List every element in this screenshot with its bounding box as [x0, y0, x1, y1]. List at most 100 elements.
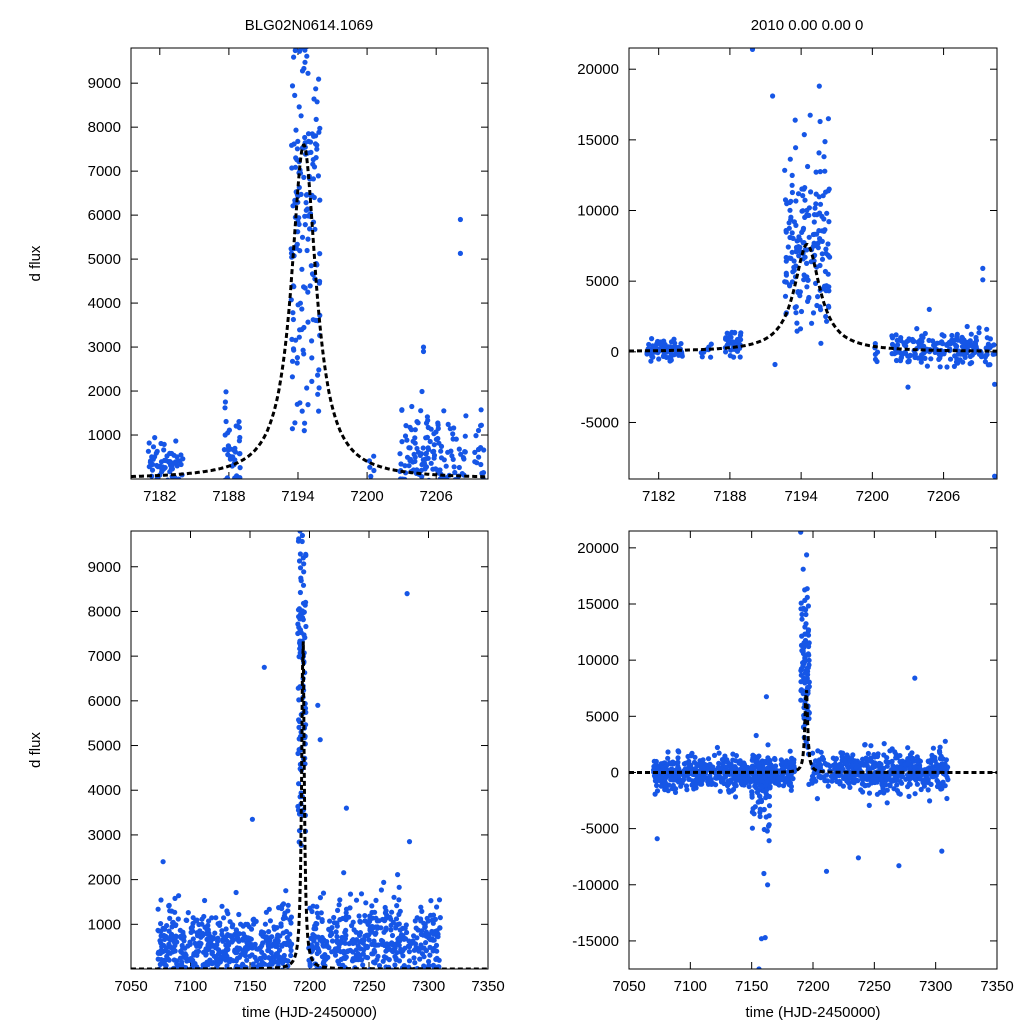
data-point [394, 950, 400, 956]
y-tick-label: 5000 [586, 273, 619, 290]
data-point [757, 806, 763, 812]
data-point [157, 938, 163, 944]
data-point [462, 433, 468, 439]
data-point [309, 338, 315, 344]
data-point [765, 882, 771, 888]
data-point [301, 324, 307, 331]
data-point [392, 988, 397, 993]
data-point [356, 939, 363, 945]
data-point [749, 794, 755, 800]
plot-frame [628, 47, 998, 480]
data-point [914, 326, 920, 332]
data-point [292, 92, 298, 98]
data-point [944, 795, 950, 802]
data-point [914, 781, 921, 787]
data-point [397, 476, 404, 479]
data-point [317, 197, 323, 203]
data-point [837, 762, 843, 768]
data-point [822, 139, 828, 145]
data-point [409, 403, 415, 410]
data-point [475, 427, 482, 434]
data-point [329, 925, 335, 931]
data-point [928, 781, 934, 788]
data-point [266, 929, 272, 935]
data-point [410, 438, 416, 444]
data-point [826, 219, 832, 225]
data-point [936, 356, 942, 362]
data-point [720, 762, 726, 768]
data-point [822, 168, 828, 174]
panel-top-left: 7182 7188 7194 7200 7206 1000 2000 3000 4000 5000… [27, 47, 489, 505]
data-point [419, 928, 425, 934]
data-point [978, 354, 985, 360]
y-tick-label: 1000 [88, 916, 121, 933]
x-tick-label: 7200 [856, 488, 889, 505]
data-point [304, 385, 310, 391]
data-point [363, 900, 369, 906]
data-point [305, 319, 311, 325]
model-curve [629, 690, 997, 774]
data-point [921, 343, 927, 349]
data-point [315, 972, 320, 977]
data-point [297, 589, 303, 596]
data-point [427, 944, 433, 951]
data-point [833, 756, 840, 762]
x-tick-label: 7200 [293, 978, 326, 995]
data-point [785, 244, 791, 250]
data-point [302, 420, 308, 426]
data-point [874, 349, 881, 355]
data-point [299, 234, 306, 240]
data-point [730, 339, 736, 345]
data-point [697, 761, 703, 767]
data-point [155, 990, 160, 995]
data-point [356, 932, 363, 939]
data-point [875, 751, 881, 757]
data-point [289, 426, 295, 432]
data-point [247, 995, 252, 1000]
data-point [662, 342, 668, 348]
data-point [806, 684, 812, 690]
data-point [156, 989, 161, 994]
data-point [388, 927, 394, 933]
data-point [222, 934, 228, 940]
data-point [750, 755, 756, 761]
data-point [154, 448, 160, 454]
data-point [435, 420, 441, 426]
data-point [298, 575, 304, 581]
data-point [937, 750, 943, 756]
data-point [172, 895, 178, 902]
data-point [987, 362, 993, 368]
data-point [732, 781, 738, 787]
data-point [425, 424, 431, 431]
data-point [765, 742, 771, 748]
data-point [726, 781, 732, 787]
data-point [851, 777, 857, 783]
data-point [406, 839, 413, 845]
data-point [803, 611, 809, 618]
data-point [825, 116, 832, 122]
data-point [362, 913, 368, 919]
data-point [789, 230, 795, 236]
data-point [669, 786, 676, 792]
data-point [196, 921, 202, 928]
data-point [213, 956, 219, 962]
data-point [947, 356, 954, 362]
data-point [414, 935, 420, 941]
data-point [224, 963, 230, 969]
data-point [905, 745, 911, 751]
data-point [675, 765, 681, 771]
data-point [161, 447, 167, 453]
data-point [219, 903, 225, 909]
data-point [928, 356, 934, 362]
data-point [650, 354, 656, 360]
model-curve [629, 243, 997, 353]
data-point [810, 750, 816, 756]
y-tick-label: 15000 [577, 132, 619, 149]
data-point [259, 960, 265, 967]
data-point [800, 660, 806, 666]
data-point [310, 932, 316, 938]
data-point [430, 466, 436, 472]
data-point [756, 787, 762, 793]
data-point [866, 802, 872, 809]
data-point [949, 337, 955, 343]
